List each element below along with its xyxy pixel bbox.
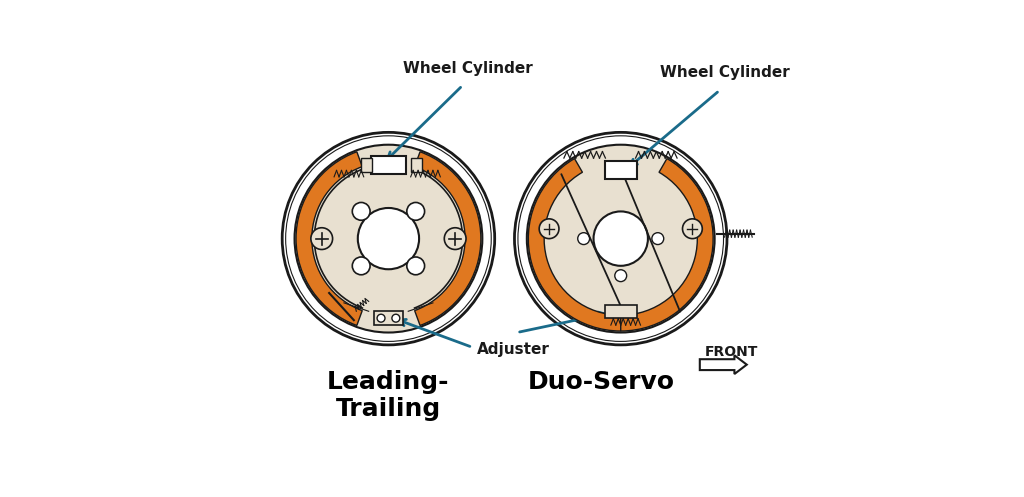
Circle shape	[407, 202, 425, 220]
Circle shape	[652, 233, 664, 245]
Circle shape	[526, 145, 715, 332]
Circle shape	[444, 228, 466, 249]
Circle shape	[594, 211, 648, 266]
FancyBboxPatch shape	[604, 305, 637, 318]
Circle shape	[352, 257, 370, 275]
FancyBboxPatch shape	[361, 158, 372, 172]
Circle shape	[392, 314, 399, 322]
Text: FRONT: FRONT	[705, 345, 758, 359]
Circle shape	[407, 257, 425, 275]
Circle shape	[352, 202, 370, 220]
Circle shape	[295, 145, 482, 332]
Circle shape	[578, 233, 590, 245]
Wedge shape	[415, 152, 481, 326]
Wedge shape	[621, 159, 713, 331]
Wedge shape	[296, 152, 362, 326]
Text: Leading-
Trailing: Leading- Trailing	[328, 370, 450, 421]
Text: Wheel Cylinder: Wheel Cylinder	[402, 61, 532, 76]
Circle shape	[614, 270, 627, 282]
Circle shape	[377, 314, 385, 322]
Text: Duo-Servo: Duo-Servo	[527, 370, 675, 394]
FancyBboxPatch shape	[604, 161, 637, 179]
FancyBboxPatch shape	[411, 158, 422, 172]
Circle shape	[357, 208, 419, 269]
FancyBboxPatch shape	[371, 156, 406, 174]
Circle shape	[311, 228, 333, 249]
Circle shape	[683, 219, 702, 239]
Text: Adjuster: Adjuster	[477, 342, 550, 357]
Text: Wheel Cylinder: Wheel Cylinder	[659, 66, 790, 81]
FancyBboxPatch shape	[374, 311, 403, 325]
Wedge shape	[528, 159, 621, 331]
FancyArrow shape	[699, 355, 746, 374]
Circle shape	[540, 219, 559, 239]
